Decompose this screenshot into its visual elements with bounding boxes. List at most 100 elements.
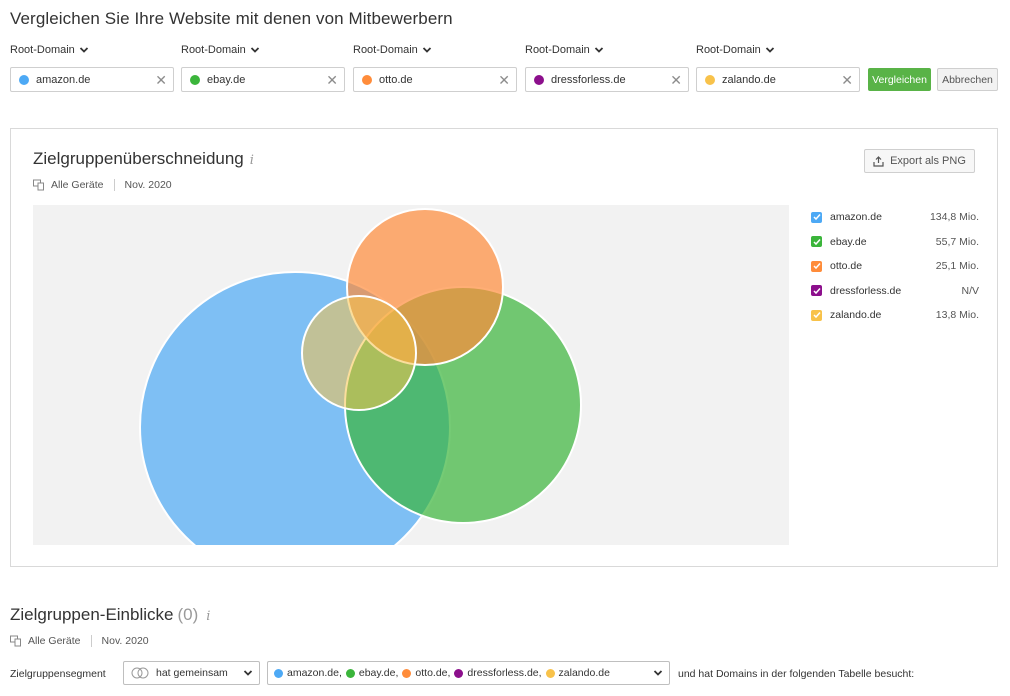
domain-color-dot [19,74,29,85]
chevron-down-icon [79,47,88,53]
legend-item[interactable]: dressforless.de N/V [811,279,979,304]
panel-meta: Alle Geräte Nov. 2020 [33,179,172,191]
check-icon[interactable] [811,260,822,272]
legend-name: amazon.de [830,211,882,224]
venn-diagram [33,205,789,545]
domain-color-dot [454,668,464,678]
domain-value: zalando.de [722,73,776,86]
selected-domain: otto.de, [402,667,450,679]
domain-column-3: Root-Domain otto.de ✕ [353,42,517,92]
root-domain-label: Root-Domain [10,44,75,56]
domain-column-4: Root-Domain dressforless.de ✕ [525,42,689,92]
legend-item[interactable]: otto.de 25,1 Mio. [811,254,979,279]
root-domain-dropdown[interactable]: Root-Domain [10,42,174,58]
close-icon[interactable]: ✕ [498,71,510,88]
selected-domain-name: amazon.de, [287,667,342,679]
check-icon[interactable] [811,211,822,223]
legend-item[interactable]: amazon.de 134,8 Mio. [811,205,979,230]
legend-value: 25,1 Mio. [935,260,979,273]
domain-color-dot [534,74,544,85]
check-icon[interactable] [811,285,822,297]
domain-value: otto.de [379,73,413,86]
legend-item[interactable]: zalando.de 13,8 Mio. [811,303,979,328]
domain-input[interactable]: ebay.de ✕ [181,67,345,92]
legend-name: ebay.de [830,235,867,248]
legend-value: N/V [961,284,979,297]
chevron-down-icon [250,47,259,53]
selected-domain: ebay.de, [345,667,399,679]
selected-domain: dressforless.de, [454,667,542,679]
divider [113,179,115,191]
domain-input[interactable]: dressforless.de ✕ [525,67,689,92]
close-icon[interactable]: ✕ [841,71,853,88]
info-icon[interactable]: i [206,609,211,624]
root-domain-label: Root-Domain [696,44,761,56]
panel-title: Zielgruppenüberschneidung i [33,149,254,169]
check-icon[interactable] [811,236,822,248]
selected-domain: zalando.de [545,667,610,679]
devices-icon [10,635,21,647]
legend-name: otto.de [830,260,863,273]
divider [90,635,92,647]
root-domain-label: Root-Domain [353,44,418,56]
page-title: Vergleichen Sie Ihre Website mit denen v… [10,9,453,28]
devices-icon [33,179,44,191]
selected-domain-name: ebay.de, [358,667,399,679]
date-label: Nov. 2020 [101,635,149,647]
root-domain-dropdown[interactable]: Root-Domain [696,42,860,58]
export-png-button[interactable]: Export als PNG [864,149,975,173]
domain-input[interactable]: zalando.de ✕ [696,67,860,92]
upload-icon [873,155,884,167]
legend-value: 55,7 Mio. [935,235,979,248]
domain-value: dressforless.de [551,73,626,86]
domain-color-dot [362,74,372,85]
selected-domain: amazon.de, [274,667,342,679]
legend-item[interactable]: ebay.de 55,7 Mio. [811,230,979,255]
domain-value: amazon.de [36,73,91,86]
domain-input[interactable]: otto.de ✕ [353,67,517,92]
venn-circle-zalando[interactable] [301,295,417,411]
legend-value: 134,8 Mio. [929,211,979,224]
overlap-circles-icon [131,667,149,679]
insights-meta: Alle Geräte Nov. 2020 [10,635,149,647]
domain-column-5: Root-Domain zalando.de ✕ [696,42,860,92]
root-domain-label: Root-Domain [525,44,590,56]
close-icon[interactable]: ✕ [155,71,167,88]
legend-value: 13,8 Mio. [935,309,979,322]
chart-legend: amazon.de 134,8 Mio. ebay.de 55,7 Mio. o… [811,205,979,328]
panel-title-text: Zielgruppenüberschneidung [33,149,244,168]
domain-color-dot [274,668,283,678]
export-label: Export als PNG [890,155,966,167]
domain-value: ebay.de [207,73,246,86]
insights-title-text: Zielgruppen-Einblicke [10,605,174,624]
segment-select[interactable]: hat gemeinsam [123,661,260,685]
devices-label: Alle Geräte [28,635,81,647]
domain-column-2: Root-Domain ebay.de ✕ [181,42,345,92]
close-icon[interactable]: ✕ [670,71,682,88]
date-label: Nov. 2020 [124,179,172,191]
selected-domain-name: zalando.de [558,667,610,679]
root-domain-dropdown[interactable]: Root-Domain [525,42,689,58]
chevron-down-icon [765,47,774,53]
domain-color-dot [345,668,355,678]
check-icon[interactable] [811,309,822,321]
domain-input[interactable]: amazon.de ✕ [10,67,174,92]
chevron-down-icon [422,47,431,53]
segment-description: und hat Domains in der folgenden Tabelle… [678,668,915,680]
root-domain-dropdown[interactable]: Root-Domain [181,42,345,58]
domains-select[interactable]: amazon.de, ebay.de, otto.de, dressforles… [267,661,670,685]
selected-domain-name: dressforless.de, [467,667,542,679]
compare-button[interactable]: Vergleichen [868,68,931,91]
selected-domain-name: otto.de, [415,667,451,679]
chevron-down-icon [243,670,253,676]
domain-color-dot [705,74,715,85]
cancel-button[interactable]: Abbrechen [937,68,998,91]
venn-svg [139,208,582,545]
root-domain-dropdown[interactable]: Root-Domain [353,42,517,58]
domain-color-dot [402,668,412,678]
close-icon[interactable]: ✕ [326,71,338,88]
root-domain-label: Root-Domain [181,44,246,56]
segment-label: Zielgruppensegment [10,668,106,680]
info-icon[interactable]: i [249,153,254,168]
insights-title: Zielgruppen-Einblicke (0) i [10,605,210,625]
